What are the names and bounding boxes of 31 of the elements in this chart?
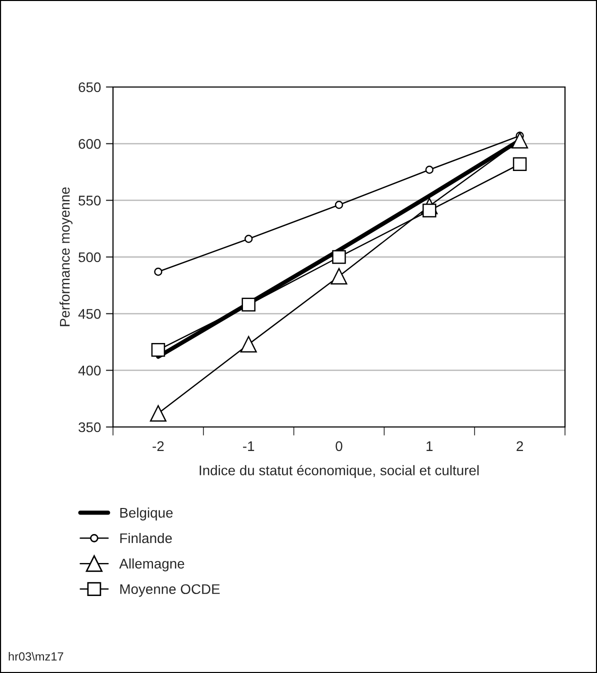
x-tick-label: -1 (243, 441, 254, 451)
point (425, 166, 434, 174)
point (334, 200, 344, 209)
y-tick-label: 350 (78, 422, 101, 432)
legend-label: Allemagne (119, 558, 184, 572)
point (332, 250, 346, 264)
legend-label: Finlande (120, 532, 172, 544)
y-tick-label: 400 (78, 366, 101, 376)
point (244, 234, 253, 243)
point (151, 343, 166, 357)
point (242, 298, 256, 312)
x-tick-label: -2 (152, 441, 164, 451)
point (154, 268, 162, 276)
point (240, 336, 257, 353)
y-tick-label: 600 (78, 139, 101, 149)
point (150, 405, 166, 422)
y-tick-label: 650 (78, 82, 101, 92)
legend-label: Moyenne OCDE (120, 584, 220, 597)
point (512, 157, 527, 171)
text: hr03\mz17 (8, 652, 64, 661)
y-axis-title: Performance moyenne (60, 187, 72, 326)
y-tick-label: 450 (78, 309, 101, 319)
point (330, 268, 348, 285)
x-tick-label: 2 (516, 441, 523, 451)
legend-label: Belgique (120, 508, 173, 520)
point (512, 132, 528, 149)
y-tick-label: 500 (78, 252, 101, 262)
x-axis-title: Indice du statut économique, social et culturel (200, 464, 479, 478)
x-tick-label: 0 (336, 441, 342, 452)
y-tick-label: 550 (78, 196, 101, 206)
x-tick-label: 1 (426, 441, 433, 451)
